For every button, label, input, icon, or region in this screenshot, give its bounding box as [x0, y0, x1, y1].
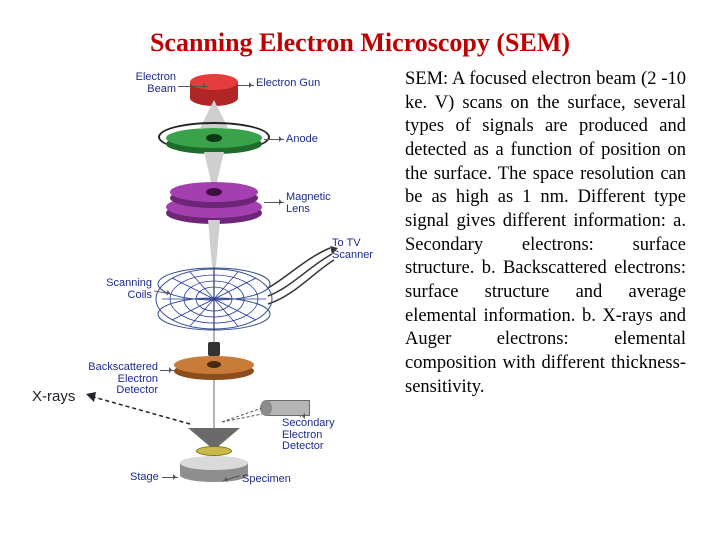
label-electron-beam: ElectronBeam [116, 72, 176, 95]
arrow-magnetic-lens [264, 202, 284, 203]
xrays-arrow [84, 388, 194, 428]
arrow-backscattered [160, 370, 174, 371]
arrow-secondary [300, 416, 301, 417]
label-scanning-coils: ScanningCoils [90, 278, 152, 301]
description-text: SEM: A focused electron beam (2 -10 ke. … [405, 68, 690, 498]
stage-top [180, 456, 248, 470]
electron-gun-top [190, 74, 238, 90]
label-secondary: SecondaryElectronDetector [282, 418, 335, 453]
arrow-anode [264, 139, 284, 140]
scanning-coils [154, 264, 274, 336]
label-xrays: X-rays [32, 388, 75, 405]
content-row: Electron Gun ElectronBeam Anode [30, 68, 690, 498]
page-title: Scanning Electron Microscopy (SEM) [30, 28, 690, 58]
sem-diagram: Electron Gun ElectronBeam Anode [30, 68, 395, 498]
column-anchor [208, 342, 220, 356]
tv-scanner-wires [266, 238, 346, 318]
label-stage: Stage [130, 472, 159, 484]
label-magnetic-lens: MagneticLens [286, 192, 331, 215]
label-electron-gun: Electron Gun [256, 78, 320, 90]
label-anode: Anode [286, 134, 318, 146]
arrow-electron-beam [178, 86, 208, 87]
label-specimen: Specimen [242, 474, 291, 486]
arrow-electron-gun [238, 85, 254, 86]
secondary-rays [220, 402, 266, 426]
anode-hole [206, 134, 222, 142]
beam-cone-3 [206, 220, 222, 268]
specimen-disc [196, 446, 232, 456]
backscatter-hole [207, 361, 221, 368]
lens-hole [206, 188, 222, 196]
arrow-stage [162, 477, 178, 478]
